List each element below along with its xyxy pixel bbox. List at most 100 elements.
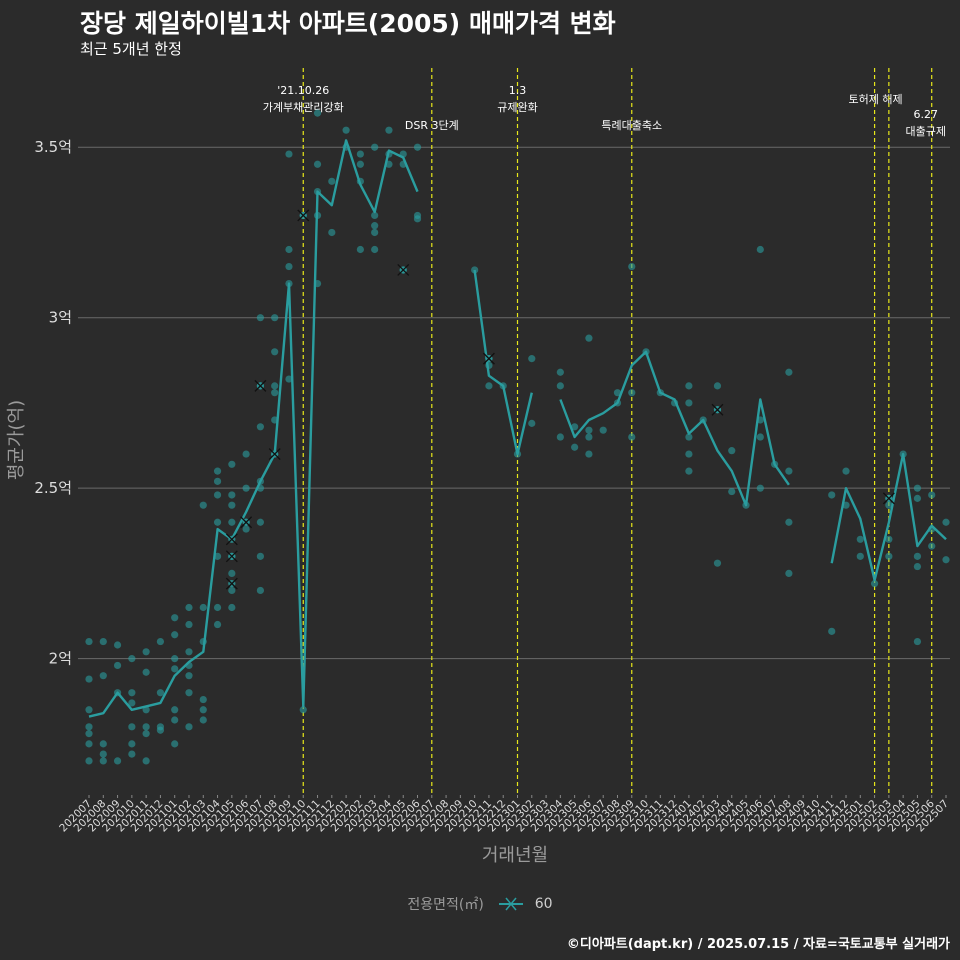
y-tick-label: 2.5억 bbox=[34, 479, 72, 497]
data-point bbox=[128, 689, 136, 697]
data-point bbox=[556, 433, 564, 441]
data-point bbox=[171, 631, 179, 639]
data-point bbox=[228, 501, 236, 509]
data-point bbox=[242, 525, 250, 533]
data-point bbox=[142, 668, 150, 676]
data-point bbox=[485, 382, 493, 390]
cross-mark bbox=[297, 209, 310, 222]
cross-mark bbox=[268, 448, 281, 461]
data-point bbox=[228, 491, 236, 499]
series-line bbox=[473, 269, 533, 456]
data-point bbox=[228, 518, 236, 526]
data-point bbox=[142, 730, 150, 738]
data-point bbox=[828, 491, 836, 499]
data-point bbox=[471, 266, 479, 274]
data-point bbox=[213, 620, 222, 629]
legend-title: 전용면적(㎡) bbox=[407, 897, 484, 913]
grid-layer bbox=[78, 146, 950, 660]
data-point bbox=[913, 552, 922, 560]
data-point bbox=[371, 245, 379, 254]
event-label: 규제완화 bbox=[497, 101, 537, 114]
data-point bbox=[928, 542, 936, 550]
data-point bbox=[99, 750, 107, 758]
data-point bbox=[842, 467, 850, 475]
chart-subtitle: 최근 5개년 한정 bbox=[80, 40, 182, 58]
data-point bbox=[128, 655, 136, 663]
data-point bbox=[328, 177, 336, 185]
data-point bbox=[171, 665, 179, 673]
data-point bbox=[271, 382, 279, 390]
data-point bbox=[728, 487, 736, 496]
legend-key-icon bbox=[499, 897, 524, 911]
data-point bbox=[285, 262, 293, 271]
data-point bbox=[913, 484, 922, 492]
data-point bbox=[213, 491, 222, 499]
data-point bbox=[185, 648, 193, 656]
data-point bbox=[99, 757, 107, 765]
data-point bbox=[585, 334, 593, 342]
y-tick-label: 2억 bbox=[49, 650, 72, 668]
data-point bbox=[785, 368, 793, 376]
data-point bbox=[628, 389, 636, 397]
data-point bbox=[685, 450, 693, 458]
data-point bbox=[213, 603, 222, 612]
data-point bbox=[685, 399, 693, 407]
data-point bbox=[256, 586, 264, 595]
data-point bbox=[885, 501, 893, 509]
data-point bbox=[713, 382, 722, 390]
crossed-point bbox=[225, 533, 238, 546]
data-point bbox=[142, 723, 150, 731]
data-point bbox=[942, 518, 950, 526]
data-point bbox=[85, 730, 93, 738]
data-point bbox=[213, 518, 222, 526]
data-point bbox=[228, 460, 236, 468]
cross-mark bbox=[240, 516, 253, 529]
crossed-point bbox=[397, 264, 410, 276]
crossed-point bbox=[268, 448, 281, 461]
data-point bbox=[685, 382, 693, 390]
data-point bbox=[385, 126, 393, 134]
event-label: 1.3 bbox=[509, 84, 527, 97]
data-point bbox=[371, 228, 379, 237]
data-point bbox=[113, 661, 122, 670]
data-point bbox=[613, 389, 622, 397]
data-point bbox=[271, 348, 279, 356]
data-point bbox=[371, 143, 379, 151]
data-point bbox=[185, 620, 193, 629]
data-point bbox=[685, 467, 693, 475]
data-point bbox=[585, 426, 593, 434]
data-point bbox=[199, 603, 207, 612]
data-point bbox=[313, 109, 322, 117]
data-point bbox=[299, 706, 307, 714]
series-line bbox=[559, 350, 790, 507]
x-axis-label: 거래년월 bbox=[482, 845, 548, 866]
source-caption: ©디아파트(dapt.kr) / 2025.07.15 / 자료=국토교통부 실… bbox=[566, 937, 950, 952]
data-point bbox=[171, 716, 179, 724]
data-point bbox=[356, 160, 364, 168]
data-point bbox=[285, 245, 293, 254]
data-point bbox=[142, 648, 150, 656]
data-point bbox=[256, 423, 264, 431]
data-point bbox=[113, 757, 122, 765]
data-point bbox=[256, 552, 264, 560]
data-point bbox=[85, 706, 93, 714]
data-point bbox=[528, 355, 536, 363]
event-label: '21.10.26 bbox=[277, 84, 329, 97]
data-point bbox=[199, 706, 207, 714]
data-point bbox=[185, 689, 193, 697]
cross-mark bbox=[882, 492, 895, 505]
data-point bbox=[171, 740, 179, 748]
data-point bbox=[413, 143, 422, 151]
data-point bbox=[913, 637, 922, 646]
series-line bbox=[830, 452, 947, 582]
data-point bbox=[870, 580, 879, 588]
cross-mark bbox=[225, 550, 238, 563]
data-point bbox=[128, 750, 136, 758]
crossed-point bbox=[711, 403, 724, 416]
line-layer bbox=[88, 139, 947, 718]
data-point bbox=[585, 433, 593, 441]
data-point bbox=[828, 627, 836, 635]
cross-mark bbox=[711, 403, 724, 416]
